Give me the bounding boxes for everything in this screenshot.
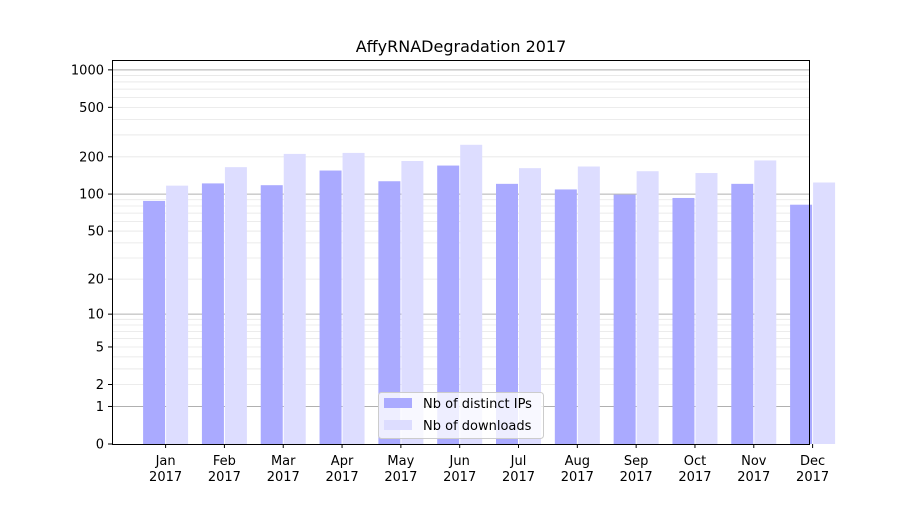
x-tick-label: Aug 2017: [561, 454, 594, 485]
legend-label-downloads: Nb of downloads: [423, 419, 532, 434]
bar-distinct-ips: [378, 181, 401, 444]
bar-downloads: [695, 173, 718, 444]
bar-downloads: [401, 161, 424, 445]
x-tick-label: Feb 2017: [208, 454, 241, 485]
y-tick-label: 100: [79, 188, 104, 203]
bar-distinct-ips: [554, 189, 577, 444]
x-tick-label: Jul 2017: [502, 454, 535, 485]
y-tick-label: 500: [79, 101, 104, 116]
chart-title: AffyRNADegradation 2017: [356, 37, 567, 56]
bar-downloads: [342, 152, 365, 445]
bar-downloads: [754, 160, 777, 444]
bar-distinct-ips: [143, 200, 166, 444]
bar-distinct-ips: [672, 197, 695, 444]
x-tick-label: Oct 2017: [678, 454, 711, 485]
bar-downloads: [813, 182, 836, 445]
plot-frame: [112, 60, 810, 445]
bar-downloads: [460, 144, 483, 444]
x-tick-label: Mar 2017: [267, 454, 300, 485]
y-tick-label: 1: [96, 400, 104, 415]
bar-downloads: [224, 167, 247, 444]
bar-downloads: [636, 171, 659, 444]
legend: Nb of distinct IPs Nb of downloads: [378, 392, 544, 439]
bar-downloads: [283, 153, 306, 444]
y-tick-label: 200: [79, 150, 104, 165]
x-tick-label: Nov 2017: [737, 454, 770, 485]
legend-swatch-distinct-ips: [384, 398, 412, 408]
x-tick-label: Jun 2017: [443, 454, 476, 485]
bar-distinct-ips: [201, 183, 224, 444]
x-tick-label: Apr 2017: [326, 454, 359, 485]
bars: [143, 144, 836, 445]
y-tick-label: 50: [87, 225, 104, 240]
bar-downloads: [519, 168, 542, 444]
y-tick-label: 10: [87, 308, 104, 323]
y-tick-label: 1000: [71, 63, 104, 78]
x-tick-label: Dec 2017: [796, 454, 829, 485]
bar-distinct-ips: [260, 185, 283, 444]
bar-distinct-ips: [731, 183, 754, 444]
bar-distinct-ips: [496, 183, 519, 444]
bar-distinct-ips: [790, 204, 813, 444]
x-tick-label: May 2017: [384, 454, 417, 485]
x-tick-label: Jan 2017: [149, 454, 182, 485]
legend-label-distinct-ips: Nb of distinct IPs: [423, 397, 532, 412]
y-tick-label: 20: [87, 273, 104, 288]
legend-swatch-downloads: [384, 420, 412, 430]
bar-downloads: [577, 166, 600, 444]
y-tick-label: 2: [96, 378, 104, 393]
legend-box: [378, 392, 544, 439]
y-tick-label: 5: [96, 340, 104, 355]
bar-distinct-ips: [437, 165, 460, 444]
bar-distinct-ips: [319, 170, 342, 445]
y-axis: 0 1 2 5 10 20 50 100 200 500 1000: [71, 63, 112, 453]
x-tick-label: Sep 2017: [620, 454, 653, 485]
bar-downloads: [166, 185, 189, 444]
y-tick-label: 0: [96, 438, 104, 453]
x-axis: Jan 2017 Feb 2017 Mar 2017 Apr 2017 May 2017 Jun 20…: [149, 444, 829, 485]
bar-distinct-ips: [613, 194, 636, 444]
